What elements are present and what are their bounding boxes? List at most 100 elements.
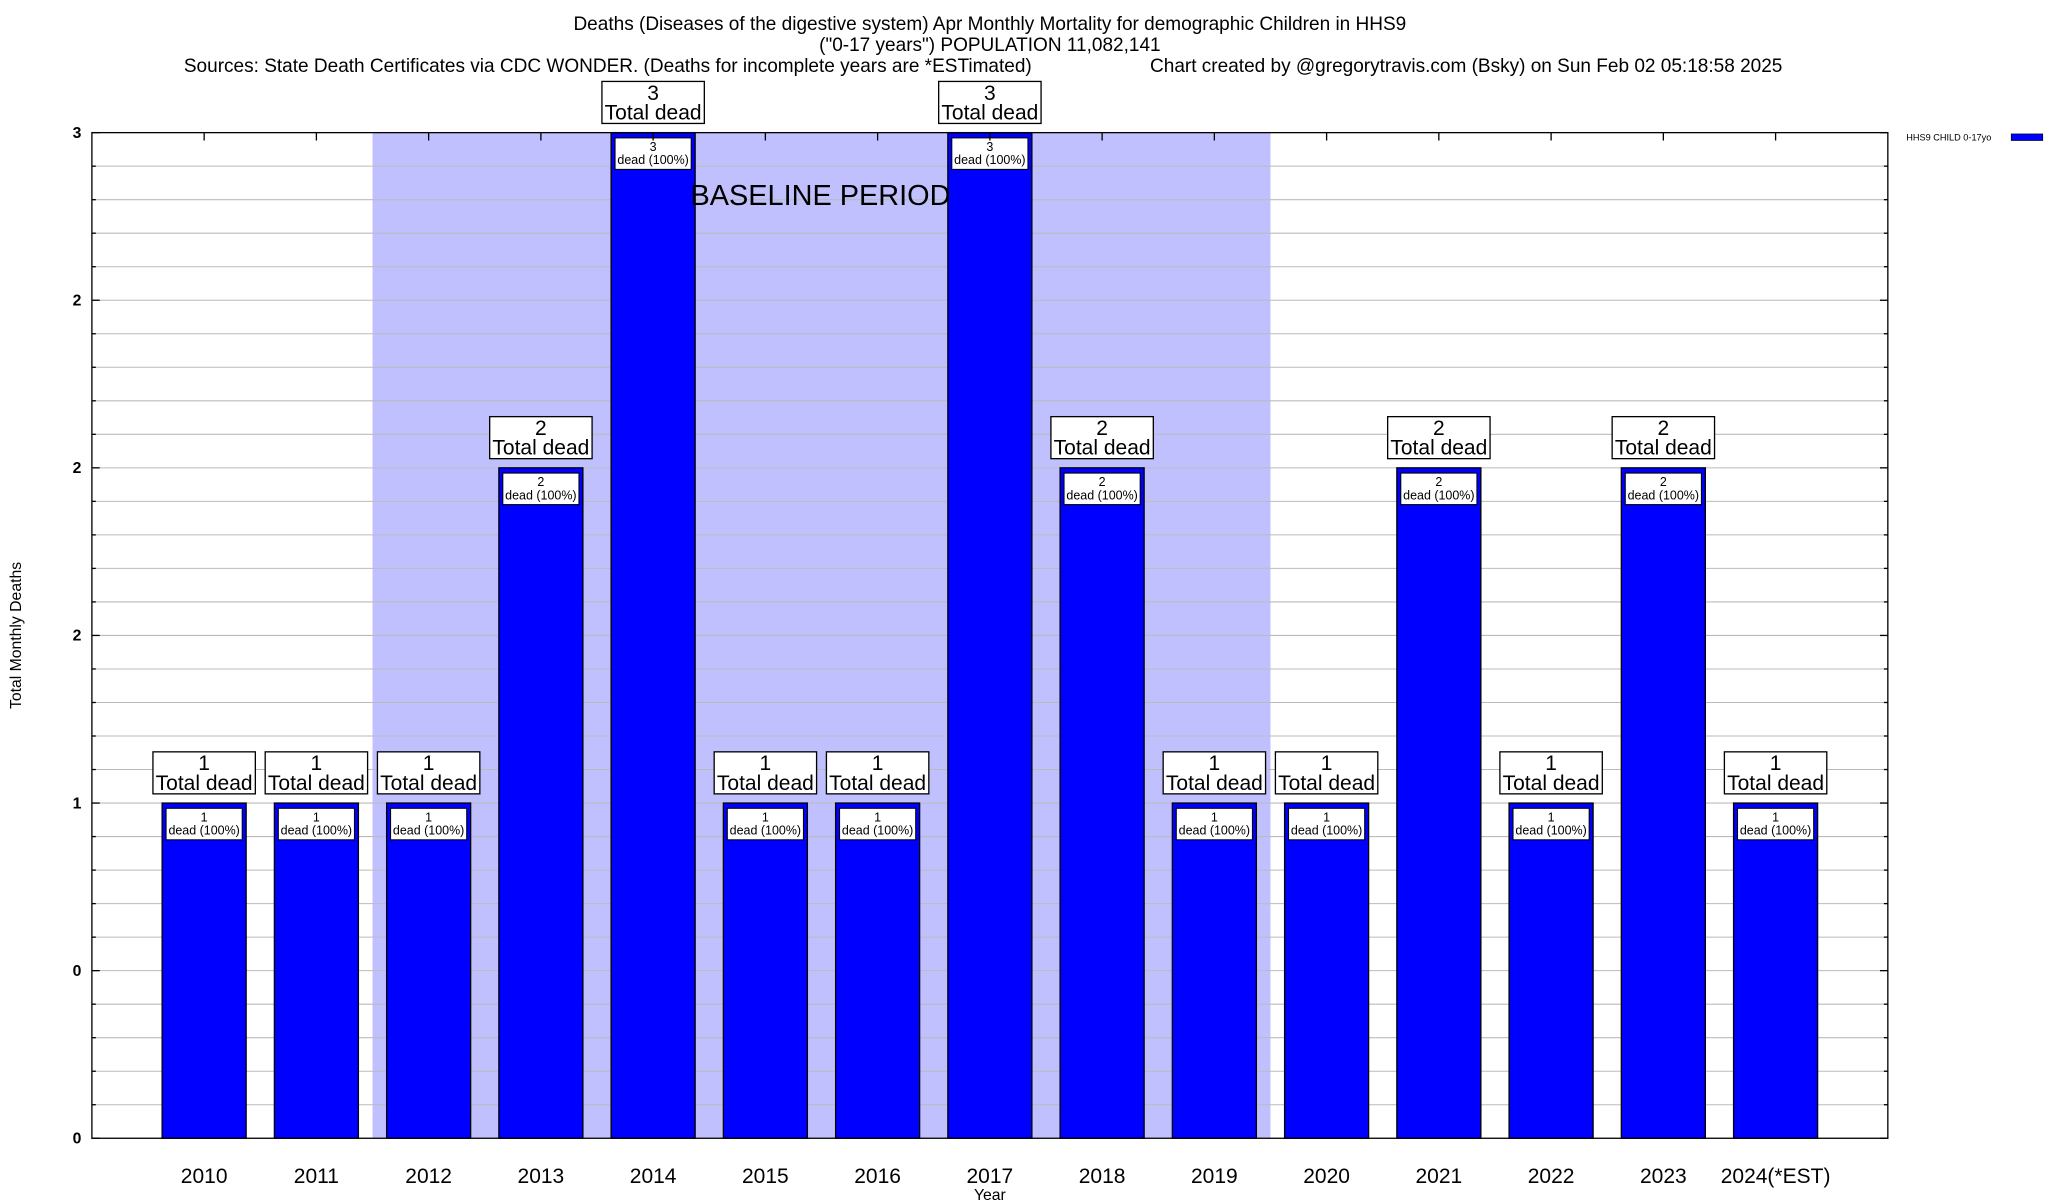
bar-total-label: Total dead bbox=[1390, 437, 1487, 460]
x-tick-label: 2012 bbox=[405, 1165, 452, 1188]
bar-total-label: Total dead bbox=[1166, 772, 1263, 795]
bar-total-count: 1 bbox=[872, 752, 884, 775]
x-tick-label: 2021 bbox=[1415, 1165, 1462, 1188]
bar-total-label-box bbox=[264, 751, 369, 795]
bar-2016 bbox=[834, 802, 921, 1139]
bar-total-label-box bbox=[1274, 751, 1379, 795]
bar-inner-count: 1 bbox=[1548, 810, 1555, 824]
x-tick-label: 2010 bbox=[181, 1165, 228, 1188]
bar-inner-count: 2 bbox=[1660, 475, 1667, 489]
bar-2020 bbox=[1283, 802, 1370, 1139]
x-axis-label: Year bbox=[974, 1187, 1006, 1200]
bar-inner-label-box bbox=[614, 137, 692, 170]
bar-2011 bbox=[273, 802, 360, 1139]
bar-inner-label-box bbox=[390, 807, 468, 841]
bar-2023 bbox=[1620, 467, 1707, 1139]
bar-inner-percent: dead (100%) bbox=[168, 824, 239, 838]
x-tick-label: 2014 bbox=[630, 1165, 677, 1188]
bar-2013 bbox=[498, 467, 584, 1139]
bar-inner-count: 2 bbox=[537, 475, 544, 489]
bar-total-label: Total dead bbox=[1278, 772, 1375, 795]
bar-total-count: 2 bbox=[1433, 417, 1445, 440]
bar-total-count: 1 bbox=[1545, 752, 1557, 775]
bar-inner-count: 1 bbox=[874, 810, 881, 824]
bar-total-label-box bbox=[1162, 751, 1267, 795]
bar-inner-label-box bbox=[839, 807, 917, 841]
bar-inner-percent: dead (100%) bbox=[1628, 488, 1699, 502]
bar-total-label-box bbox=[1723, 751, 1828, 795]
y-tick-label: 2 bbox=[73, 628, 82, 645]
bar-total-count: 2 bbox=[1096, 417, 1108, 440]
bar-inner-count: 3 bbox=[650, 140, 657, 154]
bar-total-count: 1 bbox=[1770, 752, 1782, 775]
bar-total-label-box bbox=[938, 80, 1042, 125]
bar-inner-percent: dead (100%) bbox=[505, 488, 576, 502]
bar-total-label-box bbox=[713, 751, 818, 795]
bar-inner-percent: dead (100%) bbox=[617, 153, 688, 167]
bar-inner-percent: dead (100%) bbox=[1179, 824, 1250, 838]
legend-label: HHS9 CHILD 0-17yo bbox=[1906, 133, 1991, 143]
bar-inner-label-box bbox=[1288, 807, 1366, 841]
bar-2019 bbox=[1171, 802, 1258, 1139]
bar-2018 bbox=[1059, 467, 1145, 1139]
chart-title-line-2: ("0-17 years") POPULATION 11,082,141 bbox=[819, 35, 1161, 56]
bar-total-count: 1 bbox=[423, 752, 435, 775]
bar-total-label-box bbox=[489, 415, 593, 460]
bar-total-count: 1 bbox=[311, 752, 323, 775]
bar-inner-label-box bbox=[1736, 807, 1815, 841]
bar-total-label: Total dead bbox=[1054, 437, 1151, 460]
bar-inner-count: 1 bbox=[201, 810, 208, 824]
bar-total-count: 2 bbox=[535, 417, 547, 440]
bar-inner-percent: dead (100%) bbox=[954, 153, 1025, 167]
x-tick-label: 2018 bbox=[1079, 1165, 1126, 1188]
bar-total-label-box bbox=[1499, 751, 1603, 795]
bar-inner-percent: dead (100%) bbox=[281, 824, 352, 838]
bar-inner-percent: dead (100%) bbox=[1515, 824, 1586, 838]
bar-inner-label-box bbox=[1063, 472, 1141, 506]
bar-inner-label-box bbox=[1175, 807, 1253, 841]
y-tick-label: 1 bbox=[73, 795, 82, 812]
bar-inner-label-box bbox=[726, 807, 804, 841]
bar-inner-count: 1 bbox=[1323, 810, 1330, 824]
bar-inner-label-box bbox=[1512, 807, 1590, 841]
x-tick-label: 2015 bbox=[742, 1165, 789, 1188]
bar-total-label: Total dead bbox=[717, 772, 814, 795]
bar-total-label: Total dead bbox=[605, 102, 702, 125]
bar-total-label: Total dead bbox=[268, 772, 365, 795]
bar-total-label: Total dead bbox=[829, 772, 926, 795]
bar-2010 bbox=[161, 802, 247, 1139]
bar-total-count: 1 bbox=[1209, 752, 1221, 775]
bar-total-count: 1 bbox=[198, 752, 210, 775]
chart-sources: Sources: State Death Certificates via CD… bbox=[184, 56, 1032, 77]
bar-2015 bbox=[722, 802, 809, 1139]
bar-inner-percent: dead (100%) bbox=[842, 824, 913, 838]
bar-inner-percent: dead (100%) bbox=[1403, 488, 1474, 502]
bar-total-label-box bbox=[825, 751, 930, 795]
bar-inner-count: 1 bbox=[313, 810, 320, 824]
y-tick-label: 0 bbox=[73, 963, 82, 980]
bar-total-count: 1 bbox=[760, 752, 772, 775]
bar-total-label: Total dead bbox=[941, 102, 1038, 125]
bar-total-count: 2 bbox=[1657, 417, 1669, 440]
bar-total-label: Total dead bbox=[1727, 772, 1824, 795]
y-tick-label: 2 bbox=[73, 292, 82, 309]
bar-2014 bbox=[610, 131, 696, 1139]
bar-total-label-box bbox=[1611, 415, 1716, 460]
baseline-period-label: BASELINE PERIOD bbox=[691, 180, 951, 212]
bar-total-label-box bbox=[601, 80, 705, 125]
bar-inner-count: 1 bbox=[1211, 810, 1218, 824]
bar-total-label: Total dead bbox=[1615, 437, 1712, 460]
bar-total-count: 3 bbox=[647, 82, 659, 105]
bar-inner-percent: dead (100%) bbox=[393, 824, 464, 838]
y-tick-label: 3 bbox=[73, 125, 82, 142]
bar-total-label: Total dead bbox=[492, 437, 589, 460]
bar-total-label-box bbox=[1050, 415, 1154, 460]
x-tick-label: 2013 bbox=[518, 1165, 565, 1188]
bar-2021 bbox=[1396, 467, 1482, 1139]
bar-total-count: 3 bbox=[984, 82, 996, 105]
bar-inner-percent: dead (100%) bbox=[1740, 824, 1811, 838]
bar-total-label-box bbox=[1386, 415, 1491, 460]
bar-inner-percent: dead (100%) bbox=[1066, 488, 1137, 502]
y-tick-label: 2 bbox=[73, 460, 82, 477]
